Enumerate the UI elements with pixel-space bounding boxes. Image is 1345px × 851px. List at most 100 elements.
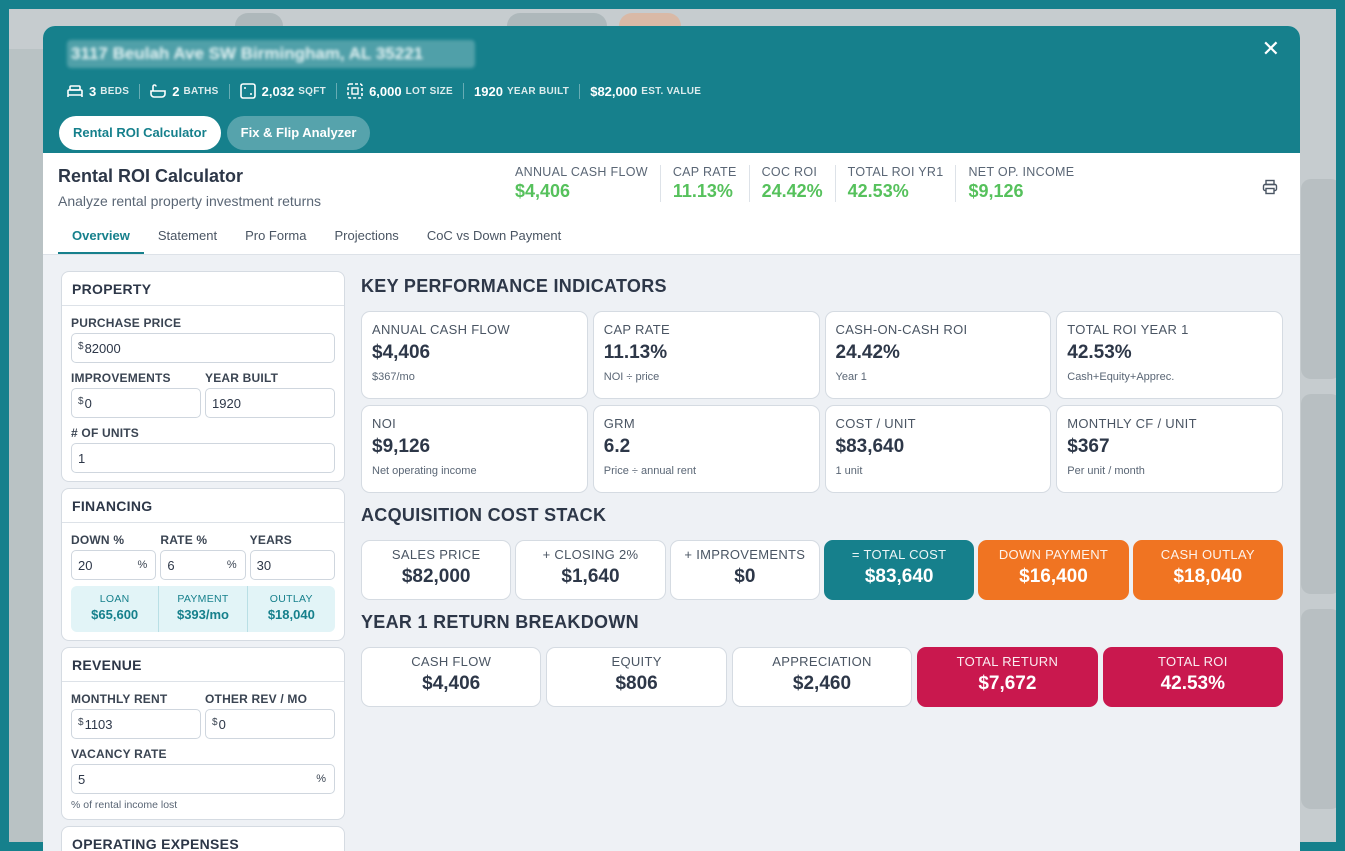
bed-icon [67, 85, 83, 97]
stat-value: $82,000 [590, 83, 638, 99]
kpi-value: 6.2 [603, 436, 631, 457]
vacancy-rate-input[interactable]: 5% [71, 764, 335, 794]
currency-prefix: $ [78, 341, 84, 352]
section-heading-returns: YEAR 1 RETURN BREAKDOWN [361, 612, 639, 632]
input-value: 30 [256, 557, 272, 573]
field-label: MONTHLY RENT [71, 692, 168, 706]
field-label: IMPROVEMENTS [71, 371, 171, 385]
close-icon[interactable]: ✕ [1261, 36, 1280, 61]
panel-heading: FINANCING [62, 489, 344, 523]
kpi-sub: Per unit / month [1067, 465, 1145, 477]
stat-unit: BEDS [100, 85, 130, 97]
kpi-card-grm: GRM 6.2 Price ÷ annual rent [592, 405, 820, 493]
kpi-grid: ANNUAL CASH FLOW $4,406 $367/mo CAP RATE 11… [361, 311, 1283, 493]
year-built-input[interactable]: 1920 [205, 388, 335, 418]
tile-value: 42.53% [1160, 673, 1226, 694]
modal-header: 3117 Beulah Ave SW Birmingham, AL 35221 … [43, 26, 1300, 153]
tab-statement[interactable]: Statement [157, 228, 218, 243]
summary-label: LOAN [99, 593, 130, 605]
tile-label: = TOTAL COST [851, 547, 947, 562]
input-value: 6 [167, 557, 175, 573]
property-modal: 3117 Beulah Ave SW Birmingham, AL 35221 … [43, 26, 1300, 851]
acq-tile-total-cost: = TOTAL COST $83,640 [823, 540, 975, 600]
property-address: 3117 Beulah Ave SW Birmingham, AL 35221 [67, 40, 475, 68]
kpi-label: MONTHLY CF / UNIT [1067, 416, 1197, 431]
tile-label: CASH OUTLAY [1160, 547, 1255, 562]
section-heading-kpi: KEY PERFORMANCE INDICATORS [361, 276, 667, 296]
stat-year-built: 1920 YEAR BUILT [474, 83, 581, 99]
rate-percent-input[interactable]: 6% [160, 550, 246, 580]
input-value: 1 [78, 450, 86, 466]
tile-label: TOTAL ROI [1157, 654, 1228, 669]
kpi-value: 24.42% [835, 342, 900, 363]
kpi-value: $83,640 [835, 436, 905, 457]
other-revenue-input[interactable]: $0 [205, 709, 335, 739]
percent-suffix: % [226, 559, 237, 571]
header-kpis: ANNUAL CASH FLOW $4,406 CAP RATE 11.13% … [503, 165, 1086, 202]
background-listing-card [1301, 394, 1336, 594]
tile-label: + CLOSING 2% [542, 547, 639, 562]
print-icon[interactable] [1262, 179, 1278, 195]
field-label: DOWN % [71, 533, 125, 547]
background-map [9, 49, 45, 842]
input-value: 0 [218, 716, 226, 732]
kpi-value: $4,406 [515, 181, 571, 201]
currency-prefix: $ [212, 717, 218, 728]
tab-coc-vs-down-payment[interactable]: CoC vs Down Payment [426, 228, 562, 243]
units-input[interactable]: 1 [71, 443, 335, 473]
down-percent-input[interactable]: 20% [71, 550, 157, 580]
input-value: 1103 [84, 716, 113, 732]
kpi-value: 42.53% [847, 181, 909, 201]
tile-label: + IMPROVEMENTS [684, 547, 806, 562]
monthly-rent-input[interactable]: $1103 [71, 709, 201, 739]
kpi-label: CAP RATE [672, 165, 737, 179]
stat-unit: BATHS [183, 85, 219, 97]
loan-summary-outlay: OUTLAY $18,040 [246, 586, 335, 632]
currency-prefix: $ [78, 396, 84, 407]
year1-return-breakdown: CASH FLOW $4,406 EQUITY $806 APPRECIATION $… [361, 647, 1283, 707]
acq-tile-sales-price: SALES PRICE $82,000 [361, 540, 512, 600]
kpi-card-monthly-cf-per-unit: MONTHLY CF / UNIT $367 Per unit / month [1056, 405, 1283, 493]
kpi-label: ANNUAL CASH FLOW [515, 165, 648, 179]
stat-value: 6,000 [369, 83, 402, 99]
tab-projections[interactable]: Projections [334, 228, 399, 243]
kpi-label: ANNUAL CASH FLOW [372, 322, 510, 337]
input-column: PROPERTY PURCHASE PRICE $82000 IMPROVEME… [61, 271, 345, 851]
tab-fix-flip-analyzer[interactable]: Fix & Flip Analyzer [226, 116, 371, 150]
stat-value: 1920 [474, 83, 503, 99]
input-value: 1920 [212, 395, 241, 411]
purchase-price-input[interactable]: $82000 [71, 333, 335, 363]
tile-label: EQUITY [611, 654, 662, 669]
tab-overview[interactable]: Overview [58, 219, 144, 254]
title-bar: Rental ROI Calculator Analyze rental pro… [43, 153, 1300, 255]
stat-value: 2,032 [261, 83, 295, 99]
acq-tile-improvements: + IMPROVEMENTS $0 [669, 540, 820, 600]
property-panel: PROPERTY PURCHASE PRICE $82000 IMPROVEME… [61, 271, 345, 482]
kpi-label: GRM [603, 416, 635, 431]
kpi-label: NOI [372, 416, 397, 431]
tile-value: $16,400 [1019, 566, 1088, 587]
kpi-sub: Net operating income [372, 465, 477, 477]
stat-sqft: 2,032 SQFT [239, 83, 338, 99]
kpi-value: $4,406 [372, 342, 431, 363]
tab-pro-forma[interactable]: Pro Forma [245, 228, 307, 243]
field-label: VACANCY RATE [71, 747, 167, 761]
lot-icon [347, 83, 363, 99]
ret-tile-equity: EQUITY $806 [546, 647, 727, 707]
kpi-sub: Cash+Equity+Apprec. [1067, 371, 1175, 383]
stat-lot: 6,000 LOT SIZE [347, 83, 465, 99]
header-kpi-annual-cash-flow: ANNUAL CASH FLOW $4,406 [503, 165, 660, 202]
years-input[interactable]: 30 [249, 550, 335, 580]
kpi-card-cap-rate: CAP RATE 11.13% NOI ÷ price [592, 311, 820, 399]
loan-summary: LOAN $65,600 PAYMENT $393/mo OUTLAY $18,… [71, 586, 335, 632]
tile-label: SALES PRICE [391, 547, 481, 562]
improvements-input[interactable]: $0 [71, 388, 201, 418]
input-value: 0 [84, 395, 92, 411]
kpi-value: $9,126 [968, 181, 1024, 201]
kpi-label: COC ROI [761, 165, 818, 179]
tile-value: $18,040 [1173, 566, 1243, 587]
tab-rental-roi-calculator[interactable]: Rental ROI Calculator [59, 116, 221, 150]
acq-tile-closing: + CLOSING 2% $1,640 [515, 540, 666, 600]
tile-value: $4,406 [422, 673, 481, 694]
section-heading-acquisition: ACQUISITION COST STACK [361, 505, 607, 525]
